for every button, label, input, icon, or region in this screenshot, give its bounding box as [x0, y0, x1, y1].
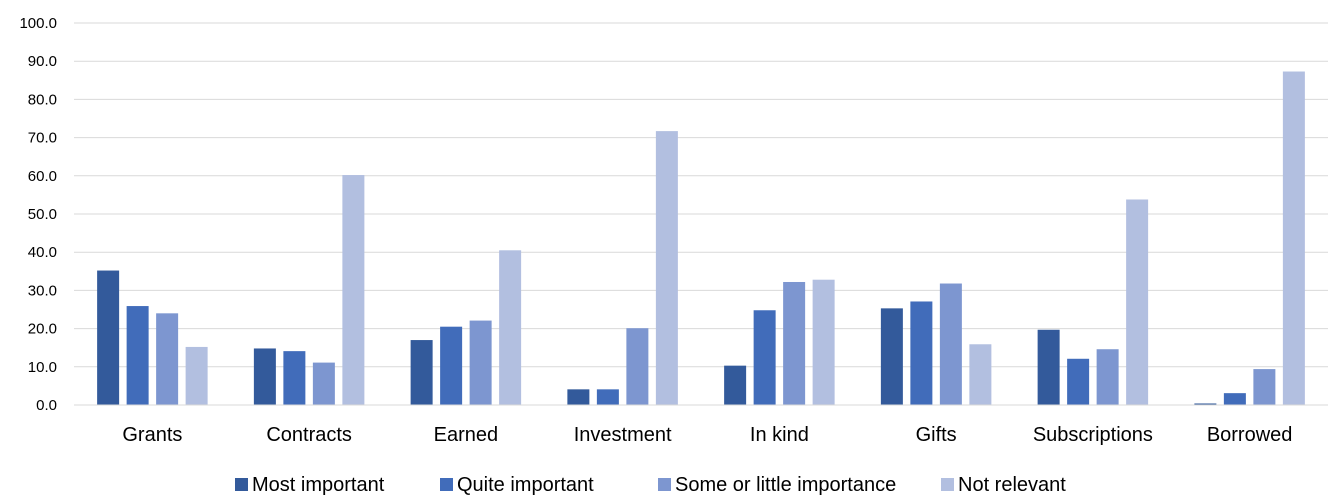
bar-in-kind-most-important	[724, 365, 747, 405]
bar-gifts-not-relevant	[969, 344, 992, 405]
legend-swatch	[235, 478, 248, 491]
legend-label: Most important	[252, 474, 385, 495]
x-category-label: Earned	[434, 424, 499, 446]
legend-swatch	[440, 478, 453, 491]
bar-borrowed-some-or-little-importance	[1253, 369, 1276, 405]
bar-contracts-most-important	[253, 348, 276, 405]
bar-in-kind-some-or-little-importance	[783, 281, 806, 405]
bar-borrowed-quite-important	[1223, 393, 1246, 405]
y-tick-label: 80.0	[28, 91, 57, 108]
bar-contracts-quite-important	[283, 351, 306, 405]
x-category-label: Subscriptions	[1033, 424, 1153, 446]
x-category-label: In kind	[750, 424, 809, 446]
x-axis-category-labels: Grants Contracts Earned Investment In kind Gi…	[122, 424, 1292, 446]
y-tick-label: 20.0	[28, 321, 57, 338]
bar-earned-some-or-little-importance	[469, 320, 492, 405]
bar-borrowed-most-important	[1194, 403, 1217, 405]
y-tick-label: 90.0	[28, 53, 57, 70]
x-category-label: Grants	[122, 424, 182, 446]
x-category-label: Investment	[574, 424, 672, 446]
bar-gifts-most-important	[880, 308, 903, 405]
bar-grants-most-important	[97, 270, 120, 405]
y-axis-tick-labels: 0.0 10.0 20.0 30.0 40.0 50.0 60.0 70.0 80.0 90.0 1…	[19, 15, 57, 414]
x-category-label: Gifts	[916, 424, 957, 446]
y-tick-label: 70.0	[28, 130, 57, 147]
legend-swatch	[941, 478, 954, 491]
bar-contracts-not-relevant	[342, 175, 365, 405]
bar-earned-most-important	[410, 340, 433, 405]
bar-grants-some-or-little-importance	[156, 313, 179, 405]
bar-in-kind-quite-important	[753, 310, 776, 405]
bar-earned-not-relevant	[499, 250, 522, 405]
bar-investment-quite-important	[596, 389, 619, 405]
bar-investment-not-relevant	[655, 131, 678, 405]
bar-grants-not-relevant	[185, 346, 208, 405]
y-tick-label: 100.0	[19, 15, 57, 32]
gridlines	[74, 22, 1328, 368]
bar-gifts-some-or-little-importance	[939, 283, 962, 405]
bar-investment-most-important	[567, 389, 590, 405]
legend-label: Some or little importance	[675, 474, 896, 495]
x-category-label: Borrowed	[1207, 424, 1293, 446]
bar-subscriptions-some-or-little-importance	[1096, 349, 1119, 405]
y-tick-label: 30.0	[28, 282, 57, 299]
y-tick-label: 40.0	[28, 244, 57, 261]
bars	[97, 71, 1305, 405]
y-tick-label: 10.0	[28, 359, 57, 376]
bar-subscriptions-not-relevant	[1126, 199, 1149, 405]
bar-subscriptions-quite-important	[1067, 358, 1090, 405]
y-tick-label: 50.0	[28, 206, 57, 223]
legend-label: Quite important	[457, 474, 594, 495]
bar-contracts-some-or-little-importance	[312, 362, 335, 405]
y-tick-label: 0.0	[36, 397, 57, 414]
bar-subscriptions-most-important	[1037, 329, 1060, 405]
y-tick-label: 60.0	[28, 168, 57, 185]
legend-swatch	[658, 478, 671, 491]
legend-label: Not relevant	[958, 474, 1066, 495]
x-category-label: Contracts	[266, 424, 352, 446]
bar-grants-quite-important	[126, 306, 149, 405]
bar-earned-quite-important	[440, 326, 463, 405]
bar-gifts-quite-important	[910, 301, 933, 405]
bar-investment-some-or-little-importance	[626, 328, 649, 405]
legend: Most important Quite important Some or lit…	[235, 474, 1066, 495]
bar-in-kind-not-relevant	[812, 279, 835, 405]
bar-borrowed-not-relevant	[1282, 71, 1305, 405]
